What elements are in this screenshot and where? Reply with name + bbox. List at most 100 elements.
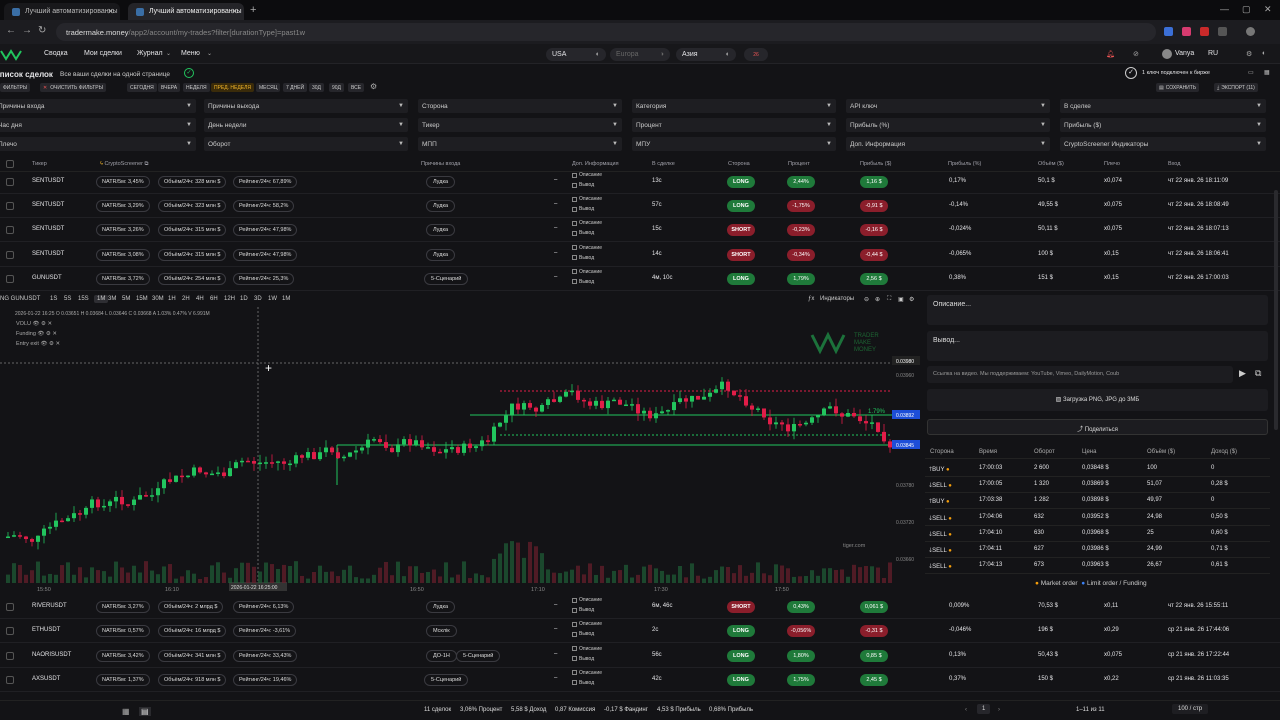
entry-reason-tag[interactable]: Лудка	[426, 176, 456, 188]
export-button[interactable]: ⤓ ЭКСПОРТ (11)	[1214, 83, 1258, 92]
entry-reason-tag[interactable]: Лудка	[426, 224, 456, 237]
description-field[interactable]: Описание...	[927, 295, 1268, 325]
execution-row[interactable]: 🡑BUY ● 17:03:38 1 282 0,03898 $ 49,97 0	[925, 493, 1270, 510]
indicators-button[interactable]: Индикаторы	[820, 296, 855, 302]
entry-reason-tag[interactable]: Лудка	[426, 601, 456, 613]
execution-row[interactable]: 🡓SELL ● 17:00:05 1 320 0,03869 $ 51,07 0,28 $	[925, 477, 1270, 494]
legend-entry-exit[interactable]: Entry exit 👁︎ ⚙ ✕	[16, 341, 61, 347]
filter-dropdown[interactable]: Прибыль ($) ▼	[1060, 118, 1266, 132]
col-in-trade[interactable]: В сделке	[652, 161, 675, 167]
timeframe-button[interactable]: 15S	[78, 296, 89, 302]
grid-icon[interactable]: ▦	[122, 707, 130, 716]
zoom-out-icon[interactable]: ⊖	[864, 297, 870, 303]
period-week[interactable]: НЕДЕЛЯ	[183, 83, 210, 92]
reload-icon[interactable]: ↻	[38, 25, 47, 36]
fullscreen-icon[interactable]: ⛶	[887, 296, 892, 302]
col-entry[interactable]: Вход	[1168, 161, 1181, 167]
filter-dropdown[interactable]: Прибыль (%) ▼	[846, 118, 1050, 132]
profile-icon[interactable]	[1246, 27, 1255, 36]
col-extra-info[interactable]: Доп. Информация	[572, 161, 619, 167]
desc-checkbox[interactable]: Описание	[572, 172, 602, 178]
period-today[interactable]: СЕГОДНЯ	[127, 83, 157, 92]
execution-row[interactable]: 🡓SELL ● 17:04:11 627 0,03986 $ 24,99 0,71 $	[925, 542, 1270, 558]
period-30d[interactable]: 30Д	[309, 83, 324, 92]
close-window-icon[interactable]: ✕	[1264, 4, 1272, 14]
entry-reason-tag[interactable]: Мсклік	[426, 625, 457, 638]
row-checkbox[interactable]	[6, 250, 14, 259]
forward-icon[interactable]: →	[22, 25, 32, 36]
table-row[interactable]: SENTUSDT NATR/5м: 3,26% Объём/24ч: 315 млн…	[0, 218, 1280, 243]
row-checkbox[interactable]	[6, 226, 14, 235]
row-checkbox[interactable]	[6, 651, 14, 660]
col-side[interactable]: Сторона	[728, 161, 750, 167]
exit-checkbox[interactable]: Вывод	[572, 607, 594, 613]
timeframe-button[interactable]: 1D	[240, 296, 248, 302]
theme-icon[interactable]: ◐	[1262, 50, 1267, 57]
filter-dropdown[interactable]: Причины входа ▼	[0, 99, 196, 113]
timeframe-button[interactable]: 3M	[108, 296, 117, 302]
col-profit-pct[interactable]: Прибыль (%)	[948, 161, 982, 167]
execution-row[interactable]: 🡑BUY ● 17:00:03 2 600 0,03848 $ 100 0	[925, 461, 1270, 477]
col-percent[interactable]: Процент	[788, 161, 810, 167]
scrollbar[interactable]	[1274, 190, 1278, 430]
exit-checkbox[interactable]: Вывод	[572, 656, 594, 662]
grid-icon[interactable]: ▦	[1264, 70, 1270, 76]
table-row[interactable]: RIVERUSDT NATR/5м: 3,27% Объём/24ч: 2 млрд…	[0, 595, 1280, 619]
table-row[interactable]: GUNUSDT NATR/5м: 3,72% Объём/24ч: 254 млн …	[0, 267, 1280, 291]
table-row[interactable]: AXSUSDT NATR/5м: 1,37% Объём/24ч: 918 млн …	[0, 668, 1280, 692]
close-icon[interactable]: ✕	[231, 7, 238, 16]
filter-dropdown[interactable]: Тикер ▼	[418, 118, 622, 132]
col-profit-usd[interactable]: Прибыль ($)	[860, 161, 892, 167]
col-ticker[interactable]: Тикер	[32, 161, 47, 167]
back-icon[interactable]: ←	[6, 25, 16, 36]
timeframe-button[interactable]: 1H	[168, 296, 176, 302]
nav-menu[interactable]: Меню	[181, 50, 200, 57]
execution-row[interactable]: 🡓SELL ● 17:04:13 673 0,03963 $ 26,67 0,61 $	[925, 558, 1270, 575]
filter-dropdown[interactable]: Оборот ▼	[204, 137, 408, 151]
timeframe-button[interactable]: 5M	[122, 296, 131, 302]
play-icon[interactable]: ▶	[1239, 368, 1246, 378]
exit-checkbox[interactable]: Вывод	[572, 255, 594, 261]
table-row[interactable]: SENTUSDT NATR/5м: 3,08% Объём/24ч: 315 млн…	[0, 243, 1280, 267]
period-prev-week[interactable]: ПРЕД. НЕДЕЛЯ	[211, 83, 254, 92]
per-page-select[interactable]: 100 / стр	[1172, 704, 1209, 714]
period-yesterday[interactable]: ВЧЕРА	[158, 83, 181, 92]
entry-reason-tag[interactable]: 5-Сценарий	[456, 649, 501, 662]
period-90d[interactable]: 90Д	[329, 83, 344, 92]
bell-icon[interactable]: 🔔︎	[1106, 51, 1115, 58]
timeframe-button[interactable]: 1W	[268, 296, 277, 302]
execution-row[interactable]: 🡓SELL ● 17:04:10 630 0,03968 $ 25 0,60 $	[925, 526, 1270, 542]
eye-icon[interactable]: 👁︎	[40, 341, 48, 347]
gear-icon[interactable]: ⚙	[370, 82, 378, 91]
filter-dropdown[interactable]: Сторона ▼	[418, 99, 622, 113]
row-checkbox[interactable]	[6, 178, 14, 186]
desc-checkbox[interactable]: Описание	[572, 269, 602, 275]
exit-checkbox[interactable]: Вывод	[572, 680, 594, 686]
exit-checkbox[interactable]: Вывод	[572, 182, 594, 188]
entry-reason-tag[interactable]: Лудка	[426, 248, 456, 261]
exit-checkbox[interactable]: Вывод	[572, 631, 594, 637]
period-month[interactable]: МЕСЯЦ	[256, 83, 281, 92]
timeframe-button[interactable]: 3D	[254, 296, 262, 302]
chart-icon[interactable]: ▤	[139, 707, 151, 716]
filter-dropdown[interactable]: Категория ▼	[632, 99, 836, 113]
row-checkbox[interactable]	[6, 202, 14, 211]
settings-icon[interactable]: ⚙	[1246, 51, 1253, 58]
timeframe-button[interactable]: 6H	[210, 296, 218, 302]
minimize-icon[interactable]: —	[1220, 4, 1229, 14]
current-page[interactable]: 1	[977, 704, 991, 714]
entry-reason-tag[interactable]: 5-Сценарий	[424, 272, 469, 285]
filter-dropdown[interactable]: День недели ▼	[204, 118, 408, 132]
camera-icon[interactable]: ▣	[898, 297, 904, 303]
trade-chart[interactable]: NG GUNUSDT 1S 5S 15S 1M 3M 5M 15M 30M 1H 2H 4H 6H 12…	[0, 293, 922, 593]
new-tab-icon[interactable]: +	[250, 4, 257, 16]
period-7d[interactable]: 7 ДНЕЙ	[283, 83, 308, 92]
next-page-icon[interactable]: ›	[998, 707, 1000, 713]
extension-icon[interactable]	[1200, 27, 1209, 36]
desc-checkbox[interactable]: Описание	[572, 646, 602, 652]
market-europa[interactable]: Europa ◑	[610, 48, 670, 61]
extension-icon[interactable]	[1164, 27, 1173, 36]
col-leverage[interactable]: Плечо	[1104, 161, 1120, 167]
desc-checkbox[interactable]: Описание	[572, 196, 602, 202]
row-checkbox[interactable]	[6, 603, 14, 611]
